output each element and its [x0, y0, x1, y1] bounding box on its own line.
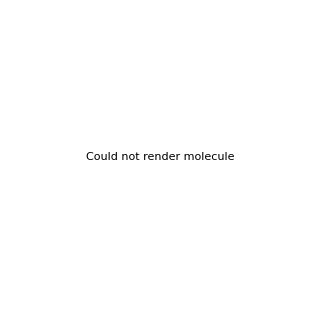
- Text: Could not render molecule: Could not render molecule: [86, 152, 234, 162]
